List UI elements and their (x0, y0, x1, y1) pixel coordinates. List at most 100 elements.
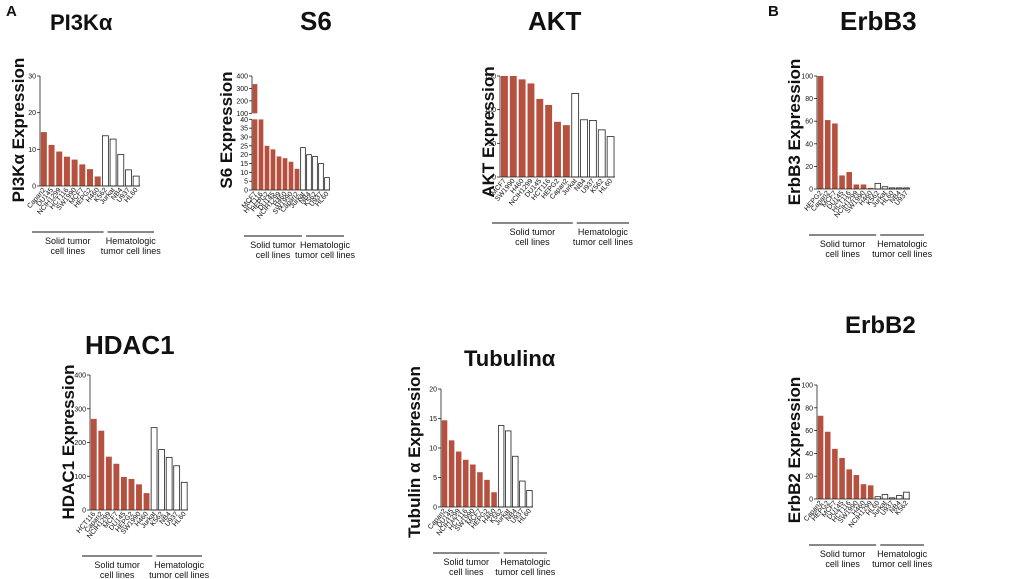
bar-nb4 (512, 455, 519, 508)
chart-title: ErbB3 (840, 6, 917, 36)
y-tick-label: 300 (74, 406, 86, 413)
group-label: tumor cell lines (573, 237, 634, 247)
bar-capan2 (817, 415, 824, 499)
bar-du145 (120, 476, 127, 510)
bar-hct116 (846, 469, 852, 499)
y-tick-label: 20 (240, 152, 248, 159)
chart-title: PI3Kα (50, 10, 113, 35)
bar-mcf7 (832, 448, 838, 499)
bar-u937 (125, 169, 132, 187)
y-tick-label: 0 (82, 508, 86, 515)
bar-hepg2 (87, 169, 93, 186)
bar-sw1990 (860, 184, 867, 189)
y-tick-label: 60 (805, 428, 813, 435)
bar-sw1990 (71, 159, 78, 186)
y-tick-label: 15 (240, 161, 248, 168)
y-tick-label: 100 (484, 107, 496, 114)
group-label: Hematologic (300, 240, 351, 250)
bar-k562 (158, 449, 165, 511)
group-label: Hematologic (877, 549, 928, 559)
y-tick-label: 80 (805, 96, 813, 103)
bar-hepg2 (128, 478, 135, 510)
bar-hepg2 (817, 76, 824, 189)
chart-title: Tubulinα (464, 346, 556, 371)
bar-hct116 (90, 418, 97, 511)
y-tick-label: 300 (236, 86, 248, 93)
bar-du145 (536, 98, 544, 177)
bar-nb4 (580, 119, 588, 178)
y-axis-label: AKT Expression (479, 66, 498, 197)
bar-hct116 (258, 119, 264, 190)
y-axis-label: HDAC1 Expression (59, 365, 78, 520)
chart-title: ErbB2 (845, 312, 916, 339)
bar-hl60 (526, 490, 533, 508)
tubulin-alpha-chart: 05101520Capan2DU145NCIH1299HCT116SW1990M… (405, 346, 556, 577)
bar-ncih1299 (853, 184, 860, 189)
y-tick-label: 20 (28, 110, 36, 117)
panel-letter-a: A (6, 3, 17, 20)
bar-sw1990 (853, 475, 860, 499)
y-tick-label: 15 (429, 416, 437, 423)
group-label: cell lines (515, 237, 550, 247)
y-tick-label: 20 (429, 387, 437, 394)
group-label: cell lines (825, 249, 860, 259)
group-label: cell lines (51, 246, 86, 256)
y-tick-label: 40 (805, 141, 813, 148)
group-label: Solid tumor (510, 227, 556, 237)
bar-ncih1299 (56, 151, 63, 186)
group-label: cell lines (825, 559, 860, 569)
group-label: tumor cell lines (149, 570, 210, 579)
group-label: Solid tumor (820, 239, 866, 249)
y-tick-label: 10 (240, 170, 248, 177)
bar-du145 (48, 144, 55, 186)
bar-h460 (143, 493, 150, 511)
y-tick-label: 40 (805, 451, 813, 458)
y-tick-label: 60 (805, 119, 813, 126)
chart-title: AKT (528, 6, 582, 36)
bar-k562 (903, 491, 910, 500)
bar-hct116 (545, 104, 553, 177)
group-label: cell lines (449, 567, 484, 577)
bar-capan2 (441, 420, 448, 507)
y-tick-label: 30 (28, 74, 36, 81)
y-tick-label: 10 (429, 446, 437, 453)
group-label: Hematologic (877, 239, 928, 249)
bar-ncih1299 (867, 485, 874, 499)
chart-title: HDAC1 (85, 330, 175, 360)
bar-jurkat (109, 138, 117, 187)
bar-hct116 (463, 459, 469, 507)
bar-jurkat (881, 494, 889, 500)
bar-hl60 (324, 177, 330, 191)
y-tick-label: 0 (32, 184, 36, 191)
bar-sw1990 (136, 484, 142, 510)
y-tick-label: 50 (488, 141, 496, 148)
group-label: Hematologic (578, 227, 629, 237)
y-tick-label: 200 (236, 98, 248, 105)
bar-capan2 (40, 132, 47, 186)
bar-ncih1299 (527, 83, 535, 177)
bar-u937 (589, 120, 597, 178)
bar-u937 (519, 480, 526, 508)
y-tick-label: 100 (74, 474, 86, 481)
y-axis-label: PI3Kα Expression (9, 58, 28, 203)
bar-ncih1299 (105, 456, 112, 510)
y-tick-label: 0 (809, 187, 813, 194)
y-axis-label: ErbB2 Expression (785, 377, 804, 523)
erbb3-chart: 020406080100HEPG2Capan2MCF7DU145HCT116NC… (785, 6, 933, 259)
group-label: Solid tumor (250, 240, 296, 250)
bar-k562 (101, 135, 109, 187)
bar-k562 (597, 129, 606, 178)
y-axis-label: ErbB3 Expression (785, 59, 804, 205)
bar-u937 (173, 465, 181, 511)
bar-nb4 (117, 154, 125, 187)
group-label: tumor cell lines (295, 250, 356, 260)
group-label: Hematologic (500, 557, 551, 567)
erbb2-chart: 020406080100Capan2HEPG2MCF7DU145HCT116SW… (785, 312, 933, 569)
bar-du145 (270, 149, 276, 190)
y-tick-label: 400 (74, 373, 86, 380)
bar-jurkat (505, 430, 512, 508)
bar-hct116 (846, 172, 852, 189)
bar-capan2 (824, 120, 831, 189)
akt-chart: 050100150MCF7SW1990H460NCIH1299DU145HCT1… (479, 6, 633, 247)
y-tick-label: 5 (244, 179, 248, 186)
